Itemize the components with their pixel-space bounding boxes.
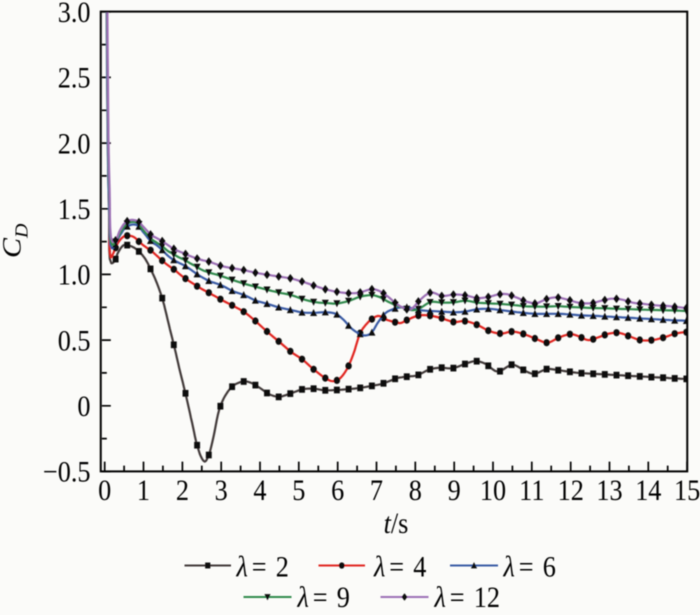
svg-text:14: 14 [635, 474, 661, 507]
svg-text:4: 4 [253, 474, 266, 507]
svg-text:2.0: 2.0 [58, 128, 91, 161]
svg-text:10: 10 [480, 474, 506, 507]
svg-text:1.0: 1.0 [58, 259, 91, 292]
svg-text:t/s: t/s [384, 507, 409, 540]
svg-text:λ=9: λ = 9 [297, 581, 350, 610]
svg-text:2.5: 2.5 [58, 62, 91, 95]
svg-text:0.5: 0.5 [58, 325, 91, 358]
svg-text:0: 0 [77, 391, 90, 424]
svg-text:3.0: 3.0 [58, 0, 91, 30]
svg-text:9: 9 [448, 474, 461, 507]
svg-text:6: 6 [331, 474, 344, 507]
svg-text:1.5: 1.5 [58, 194, 91, 227]
svg-text:15: 15 [674, 474, 700, 507]
svg-text:2: 2 [176, 474, 189, 507]
svg-text:13: 13 [596, 474, 622, 507]
svg-text:1: 1 [137, 474, 150, 507]
svg-text:−0.5: −0.5 [43, 456, 91, 489]
svg-text:5: 5 [292, 474, 305, 507]
svg-text:λ=12: λ = 12 [434, 581, 500, 610]
svg-text:λ=2: λ = 2 [236, 551, 289, 584]
svg-text:11: 11 [519, 474, 544, 507]
svg-text:λ=4: λ = 4 [373, 551, 426, 584]
svg-text:0: 0 [98, 474, 111, 507]
svg-text:8: 8 [409, 474, 422, 507]
svg-text:7: 7 [370, 474, 383, 507]
svg-text:3: 3 [215, 474, 228, 507]
svg-text:λ=6: λ = 6 [503, 551, 556, 584]
svg-text:12: 12 [558, 474, 584, 507]
